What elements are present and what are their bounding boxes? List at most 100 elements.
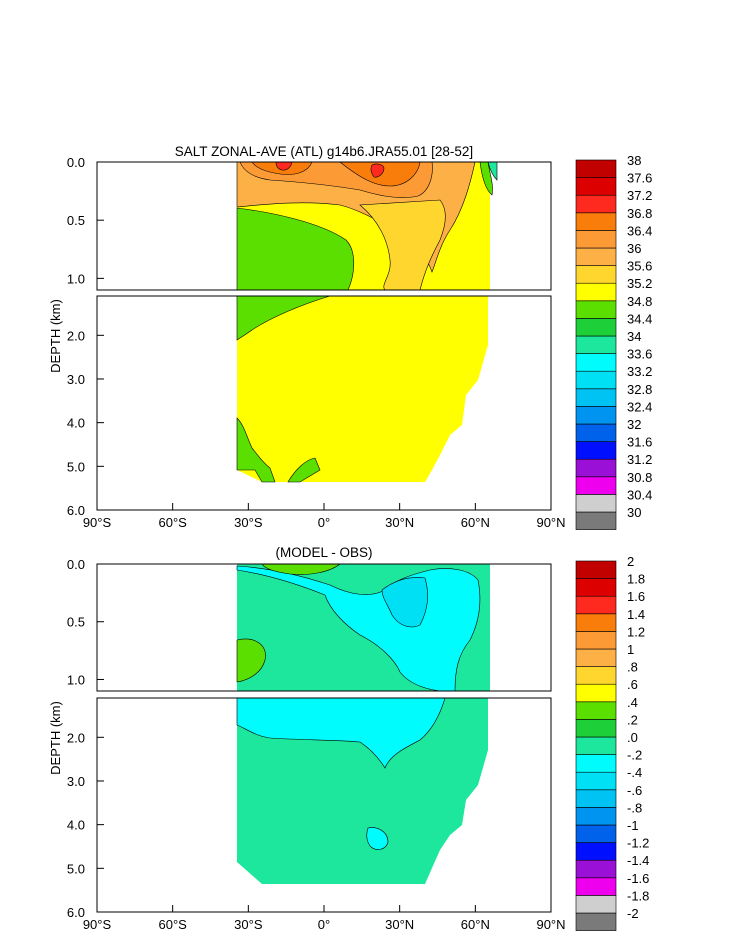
colorbar-swatch [575,701,617,720]
colorbar-label: -.4 [627,765,642,780]
colorbar-label: 34.4 [627,311,652,326]
colorbar-label: -2 [627,906,639,921]
x-tick-label: 30°N [385,515,414,530]
colorbar-swatch [575,177,617,196]
y-tick-label: 0.5 [67,615,85,630]
colorbar-swatch [575,578,617,597]
salinity-lower-base [237,296,488,482]
colorbar-swatch [575,666,617,685]
salinity-colorbar: 38 37.6 37.2 36.8 36.4 36 35.6 35.2 34.8 34.4 34 33… [575,153,652,530]
bias-upper-frame [96,563,552,692]
y-tick-label: 0.5 [67,213,85,228]
colorbar-swatch [575,159,617,178]
colorbar-swatch [575,613,617,632]
colorbar-swatch [575,441,617,460]
colorbar-label: 32.4 [627,399,652,414]
colorbar-swatch [575,353,617,372]
y-tick-label: 0.0 [67,557,85,572]
y-tick-label: 6.0 [67,503,85,518]
colorbar-swatch [575,719,617,738]
y-tick-label: 2.0 [67,730,85,745]
x-tick-label: 60°S [158,917,187,932]
salinity-lower-south-fresh [236,296,331,341]
bias-colorbar: 21.81.61.41.21.8.6.4.2.0-.2-.4-.6-.8-1-1… [575,554,649,931]
colorbar-label: 35.6 [627,259,652,274]
colorbar-swatch [575,406,617,425]
colorbar-swatch [575,771,617,791]
x-tick-label: 0° [318,917,330,932]
colorbar-swatch [575,895,617,914]
colorbar-swatch [575,282,617,302]
colorbar-swatch [575,335,617,354]
colorbar-swatch [575,388,617,407]
bias-upper-field [236,564,490,691]
colorbar-label: 31.6 [627,435,652,450]
x-tick-label: 60°S [158,515,187,530]
colorbar-swatch [575,476,617,495]
colorbar-label: 36.4 [627,223,652,238]
colorbar-swatch [575,824,617,843]
salinity-lower-bottom-fresh [236,417,321,483]
x-tick-label: 0° [318,515,330,530]
salinity-lower-field [236,296,488,483]
colorbar-swatch [575,247,617,266]
colorbar-swatch [575,494,617,513]
colorbar-label: -1.8 [627,888,649,903]
colorbar-swatch [575,736,617,755]
colorbar-label: 36.8 [627,206,652,221]
colorbar-swatch [575,265,617,284]
x-tick-label: 60°N [461,917,490,932]
salinity-ylabel: DEPTH (km) [48,299,63,373]
colorbar-swatch [575,631,617,650]
colorbar-swatch [575,318,617,337]
bias-ylabel: DEPTH (km) [48,701,63,775]
colorbar-swatch [575,300,617,319]
colorbar-label: 33.6 [627,347,652,362]
colorbar-label: -.6 [627,783,642,798]
colorbar-swatch [575,560,617,579]
colorbar-swatch [575,842,617,861]
colorbar-label: 34.8 [627,294,652,309]
colorbar-swatch [575,877,617,896]
salinity-upper-frame [96,161,552,291]
salinity-upper-field [236,162,498,290]
y-tick-label: 3.0 [67,774,85,789]
colorbar-swatch [575,194,617,214]
y-tick-label: 0.0 [67,155,85,170]
salinity-title: SALT ZONAL-AVE (ATL) g14b6.JRA55.01 [28-… [175,144,473,159]
colorbar-label: 2 [627,554,634,569]
x-tick-label: 90°N [536,917,565,932]
colorbar-swatch [575,807,617,826]
x-tick-label: 30°S [234,515,263,530]
colorbar-label: .4 [627,695,638,710]
colorbar-label: 31.2 [627,452,652,467]
colorbar-swatch [575,789,617,808]
colorbar-label: 33.2 [627,364,652,379]
colorbar-label: -1.2 [627,836,649,851]
colorbar-swatch [575,370,617,390]
colorbar-label: -.8 [627,800,642,815]
y-tick-label: 3.0 [67,372,85,387]
colorbar-label: .6 [627,677,638,692]
colorbar-label: 1.4 [627,607,645,622]
colorbar-label: 1.6 [627,589,645,604]
y-tick-label: 6.0 [67,905,85,920]
colorbar-swatch [575,212,617,231]
colorbar-swatch [575,754,617,773]
bias-axes: 90°S 60°S 30°S 0° 30°N 60°N 90°N 0.0 0.5 1.0 2.0 3.… [67,557,566,932]
bias-panel: (MODEL - OBS) DEPTH (km) 90°S 60°S 30°S 0° 3… [48,545,649,932]
bias-title: (MODEL - OBS) [275,545,372,560]
bias-upper-positive-south [236,638,266,683]
y-tick-label: 2.0 [67,328,85,343]
colorbar-swatch [575,458,617,478]
x-tick-label: 90°S [83,917,112,932]
colorbar-label: 37.2 [627,188,652,203]
x-tick-label: 90°N [536,515,565,530]
bias-lower-base [237,698,488,884]
colorbar-label: 38 [627,153,641,168]
y-tick-label: 1.0 [67,672,85,687]
colorbar-label: 1.8 [627,572,645,587]
salinity-upper-35-2-tongue [359,199,446,290]
bias-lower-deep-negative [366,827,389,850]
